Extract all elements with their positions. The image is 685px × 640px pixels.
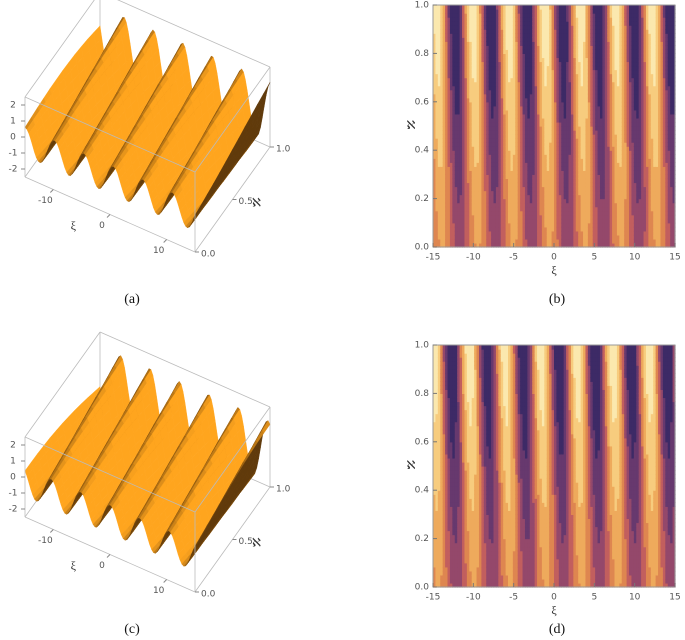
- box-edge: [117, 0, 271, 68]
- caption: (a): [124, 292, 140, 307]
- z-tick-label: -1: [9, 149, 18, 159]
- z-tick-label: 0: [10, 133, 16, 143]
- box-edge: [24, 0, 95, 98]
- x-tick-label: -10: [38, 196, 53, 206]
- y-tick-label: 0.5: [239, 197, 253, 207]
- x-tick: [106, 214, 111, 218]
- x-tick-label: 0: [99, 221, 105, 231]
- x-axis-label: ξ: [71, 218, 77, 232]
- y-tick-label: 1.0: [276, 145, 291, 155]
- x-tick: [49, 189, 54, 193]
- z-tick-label: -2: [9, 165, 18, 175]
- y-axis-label: ℵ: [252, 195, 261, 209]
- z-tick-label: 1: [10, 117, 16, 127]
- x-tick: [163, 239, 168, 243]
- surface-plot: [24, 0, 271, 253]
- x-tick-label: 10: [153, 246, 165, 256]
- contour-plot: [433, 5, 676, 248]
- y-tick-label: 0.0: [201, 250, 216, 260]
- z-tick-label: 2: [10, 101, 16, 111]
